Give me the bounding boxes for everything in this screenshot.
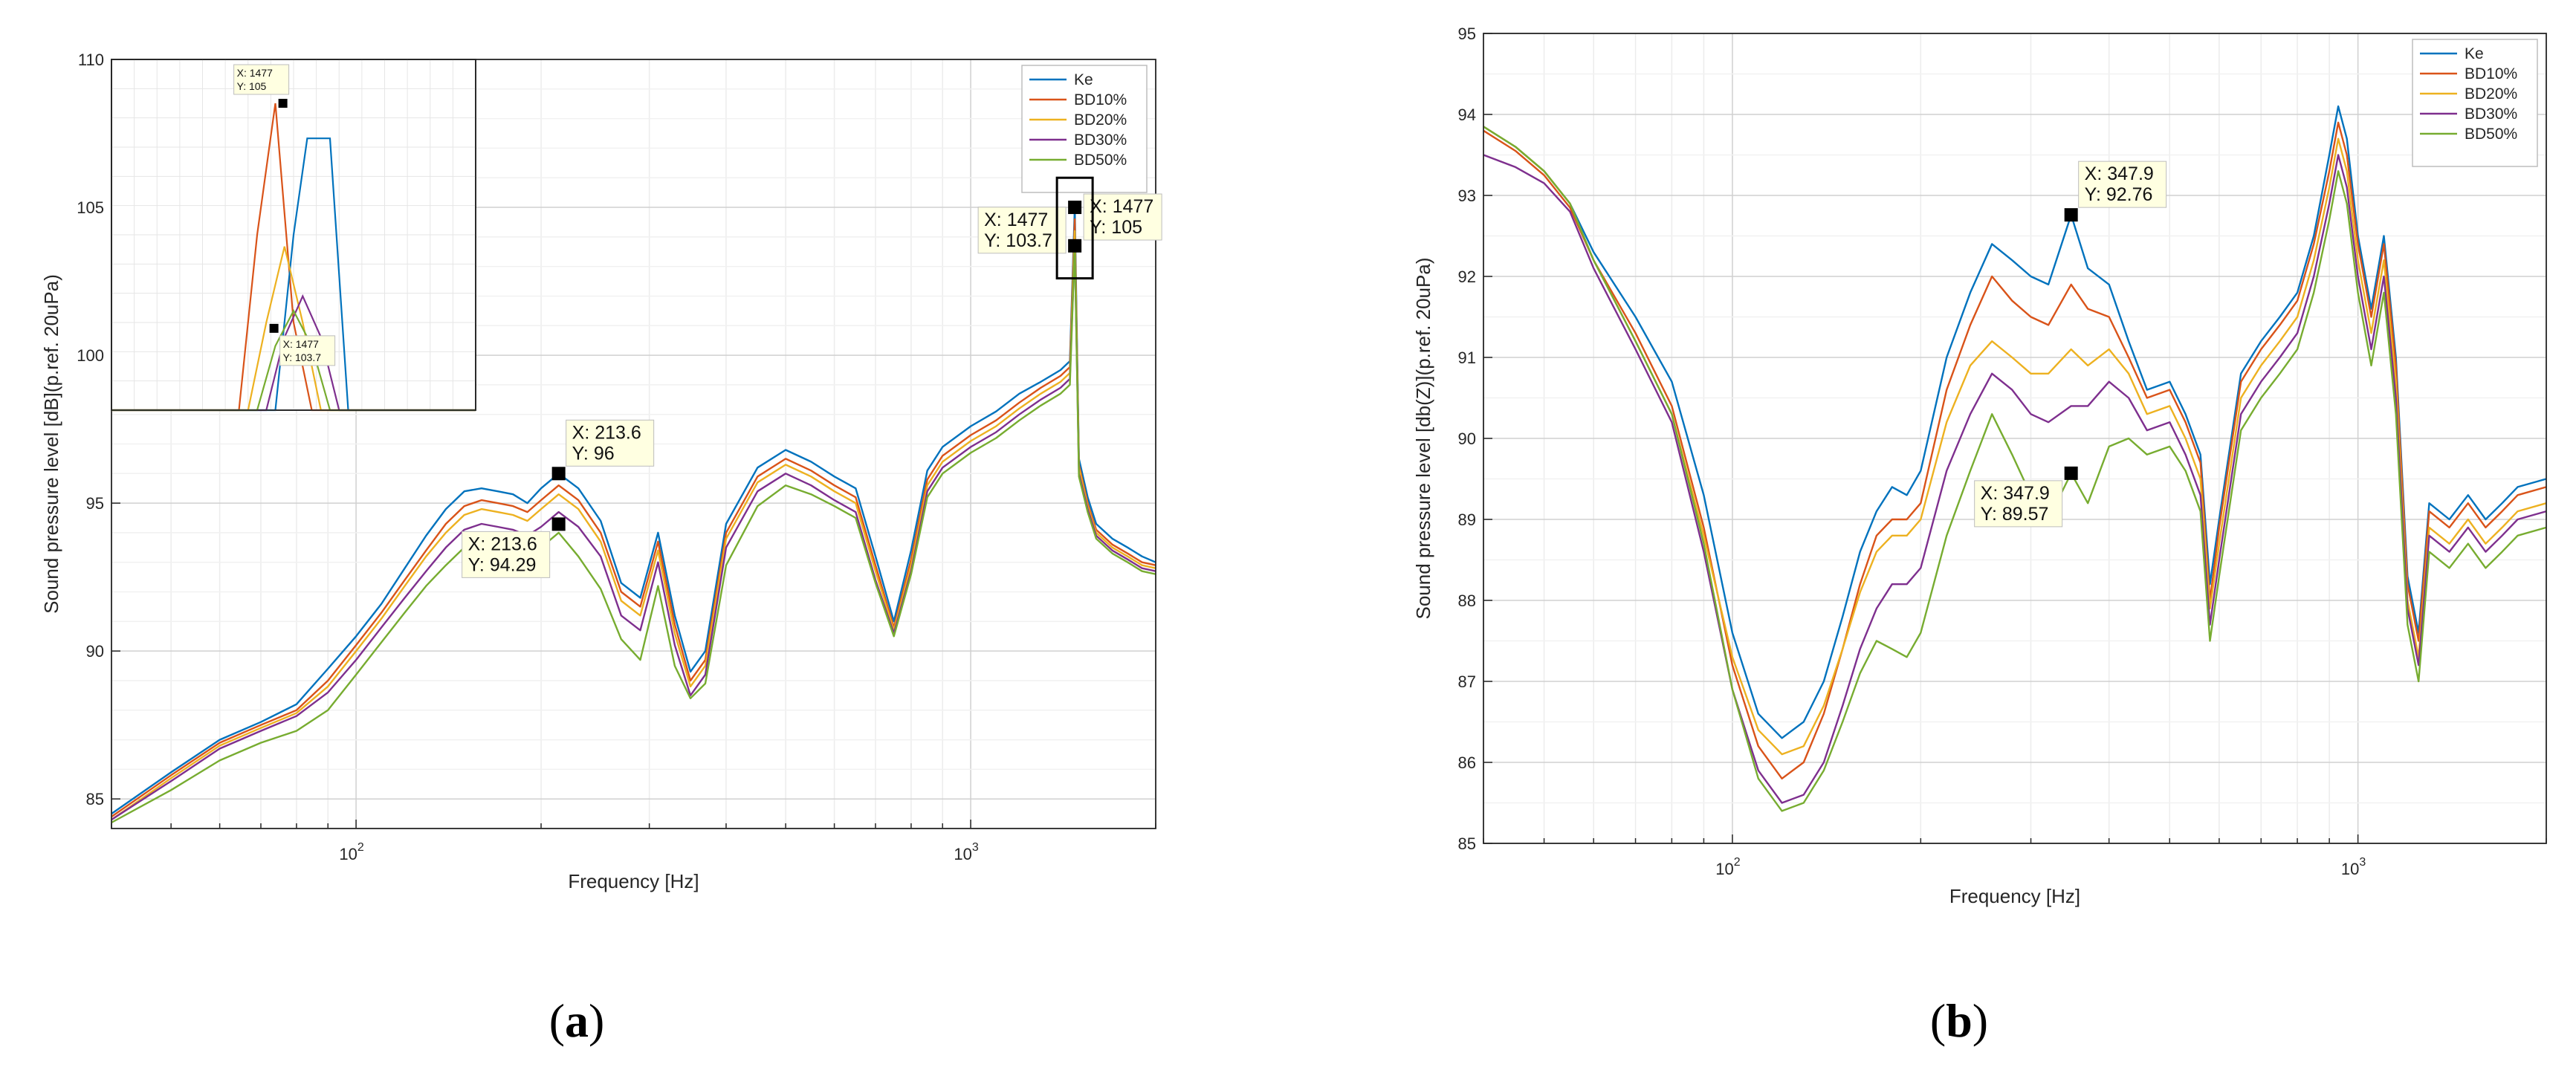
x-tick-label-1: 103 [2341, 856, 2366, 878]
y-tick-label-5: 90 [1458, 429, 1476, 448]
datatip-marker-0 [551, 467, 566, 481]
legend-entry-0: Ke [2465, 45, 2484, 62]
x-axis-label: Frequency [Hz] [1949, 885, 2080, 907]
datatip-y-label-0: Y: 96 [572, 443, 615, 464]
legend-entry-3: BD30% [1074, 132, 1127, 149]
y-tick-label-1: 86 [1458, 753, 1476, 772]
datatip-marker-3 [1068, 239, 1082, 253]
y-tick-label-3: 88 [1458, 591, 1476, 610]
y-axis-label: Sound pressure level [db(Z)](p.ref. 20uP… [1412, 257, 1434, 619]
axes-box [1483, 33, 2547, 844]
datatip-x-label-0: X: 347.9 [2085, 163, 2154, 184]
datatip-box-1 [462, 531, 551, 578]
datatip-box-0 [2078, 160, 2167, 208]
y-tick-label-9: 94 [1458, 106, 1476, 124]
legend-box [2412, 39, 2538, 167]
inset-datatip-marker-0 [278, 99, 288, 108]
y-tick-label-10: 95 [1458, 25, 1476, 43]
series-line-bd20pct [1483, 126, 2547, 756]
datatip-box-0 [566, 419, 655, 467]
datatip-x-label-0: X: 213.6 [572, 422, 641, 443]
series-line-bd10pct [111, 218, 1156, 818]
y-tick-label-5: 110 [78, 51, 104, 69]
legend-entry-1: BD10% [2465, 65, 2517, 82]
inset-datatip-y-1: Y: 103.7 [283, 351, 322, 363]
inset-datatip-marker-1 [269, 323, 279, 333]
y-tick-label-6: 91 [1458, 348, 1476, 367]
x-axis-label: Frequency [Hz] [568, 870, 699, 892]
series-line-bd50pct [111, 244, 1156, 824]
inset-frame [111, 59, 476, 411]
series-line-bd30pct [111, 244, 1156, 821]
y-tick-label-3: 100 [77, 346, 104, 365]
panel-a-chart: 85 90 95 100 105 110 102 103 Frequency [Hz] Sound… [40, 51, 1162, 892]
series-line-bd50pct [1483, 126, 2547, 812]
x-tick-label-0: 102 [339, 841, 363, 863]
legend-entry-3: BD30% [2465, 106, 2517, 123]
panel-a-label: (a) [549, 994, 605, 1047]
datatip-marker-1 [2064, 466, 2078, 480]
series-line-bd30pct [1483, 154, 2547, 804]
y-tick-label-0: 85 [86, 790, 104, 808]
datatip-marker-1 [551, 517, 566, 531]
datatip-y-label-2: Y: 105 [1090, 217, 1142, 238]
datatip-x-label-1: X: 347.9 [1981, 483, 2050, 504]
y-tick-label-8: 93 [1458, 187, 1476, 205]
y-tick-label-1: 90 [86, 642, 104, 661]
datatip-y-label-0: Y: 92.76 [2085, 184, 2153, 205]
y-tick-label-2: 95 [86, 494, 104, 513]
series-line-bd20pct [111, 230, 1156, 821]
zoom-region-box [1055, 176, 1094, 280]
y-axis-label: Sound pressure level [dB](p.ref. 20uPa) [40, 274, 62, 614]
panel-b-chart: 85 86 87 88 89 90 91 92 93 94 95 102 103 Frequency [H… [1412, 25, 2547, 907]
legend-entry-4: BD50% [1074, 152, 1127, 169]
inset-datatip-x-1: X: 1477 [283, 338, 319, 350]
datatip-marker-2 [1068, 201, 1082, 215]
series-line-bd10pct [1483, 121, 2547, 780]
y-tick-label-7: 92 [1458, 268, 1476, 286]
datatip-marker-0 [2064, 208, 2078, 222]
inset-datatip-box-0 [233, 64, 290, 95]
x-tick-label-1: 103 [954, 841, 978, 863]
legend-entry-0: Ke [1074, 71, 1093, 88]
datatip-box-2 [1083, 193, 1162, 241]
inset-datatip-box-1 [279, 335, 336, 366]
legend-entry-4: BD50% [2465, 126, 2517, 143]
legend-entry-1: BD10% [1074, 91, 1127, 108]
panel-b-label: (b) [1930, 994, 1988, 1047]
datatip-box-1 [1974, 480, 2063, 528]
datatip-y-label-3: Y: 103.7 [984, 230, 1052, 251]
datatip-box-3 [977, 207, 1067, 254]
y-tick-label-0: 85 [1458, 834, 1476, 853]
datatip-x-label-3: X: 1477 [984, 210, 1048, 230]
x-tick-label-0: 102 [1715, 856, 1740, 878]
datatip-x-label-2: X: 1477 [1090, 196, 1153, 217]
y-tick-label-4: 89 [1458, 510, 1476, 529]
y-tick-label-2: 87 [1458, 672, 1476, 691]
inset-datatip-y-0: Y: 105 [237, 80, 267, 92]
legend-box [1021, 65, 1148, 193]
legend-entry-2: BD20% [1074, 111, 1127, 129]
series-line-ke [111, 206, 1156, 815]
datatip-x-label-1: X: 213.6 [468, 534, 537, 554]
y-tick-label-4: 105 [77, 198, 104, 217]
inset-datatip-x-0: X: 1477 [237, 67, 273, 79]
datatip-y-label-1: Y: 89.57 [1981, 504, 2049, 525]
axes-box [111, 59, 1156, 829]
datatip-y-label-1: Y: 94.29 [468, 554, 537, 575]
legend-entry-2: BD20% [2465, 85, 2517, 103]
